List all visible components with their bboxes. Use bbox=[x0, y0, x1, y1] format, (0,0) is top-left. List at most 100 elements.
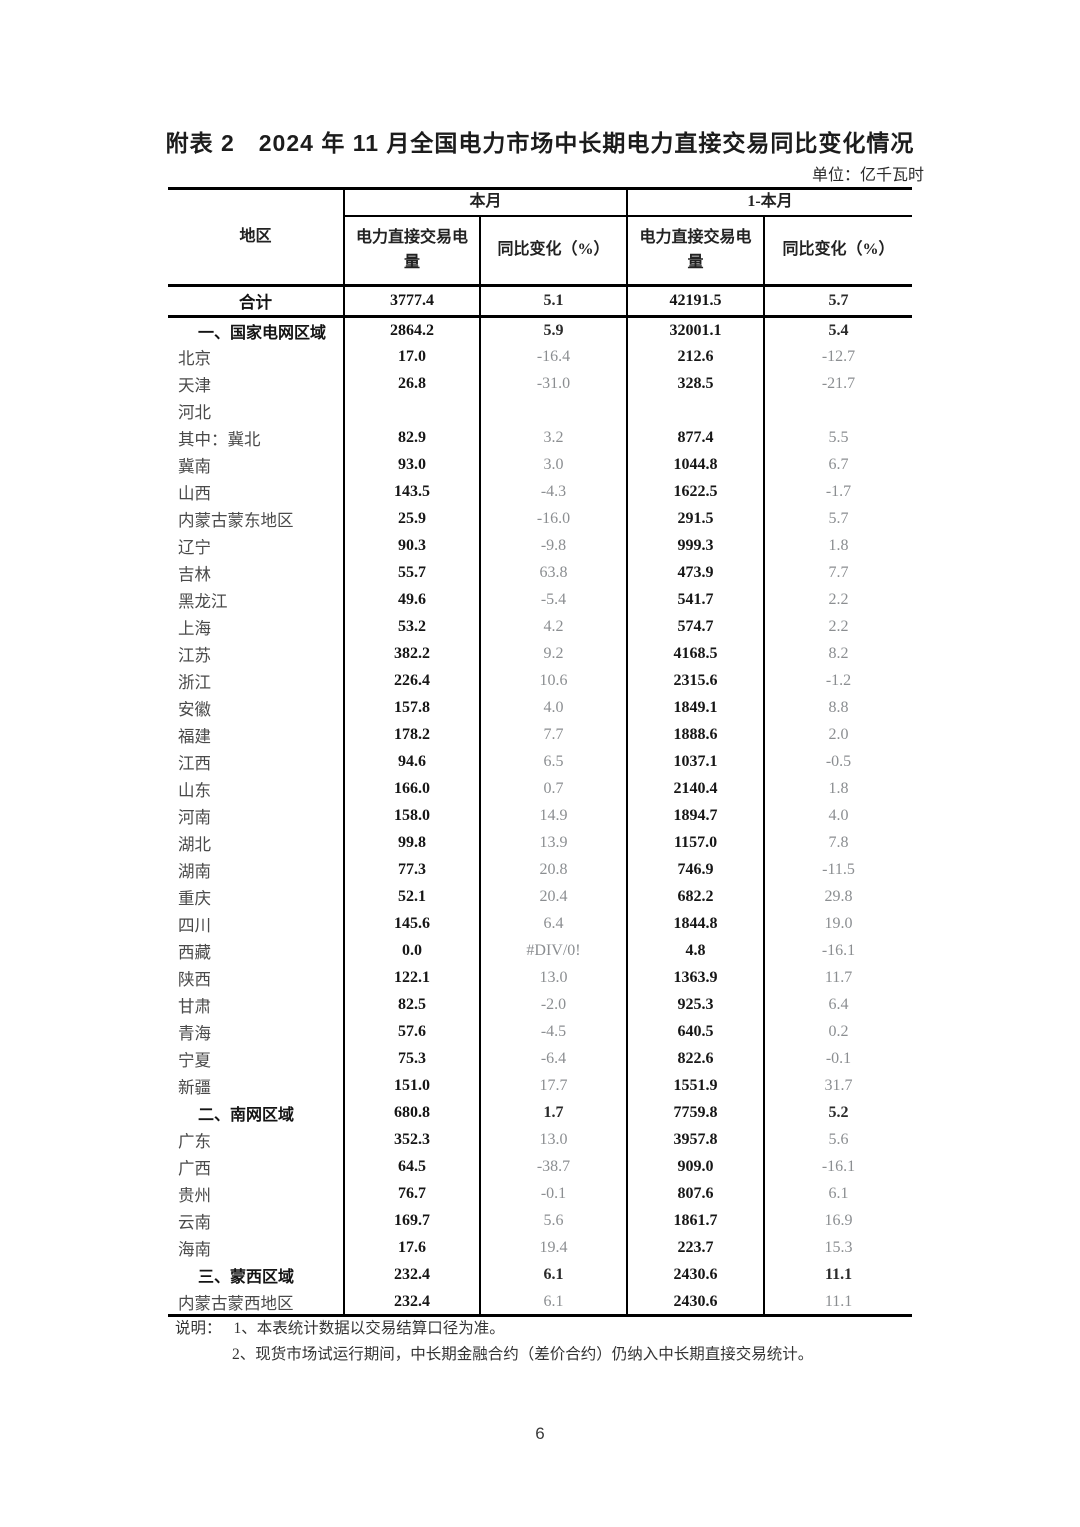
note-line-2: 2、现货市场试运行期间，中长期金融合约（差价合约）仍纳入中长期直接交易统计。 bbox=[232, 1342, 935, 1368]
table-row: 山东 166.0 0.7 2140.4 1.8 bbox=[168, 775, 913, 803]
region-cell: 甘肃 bbox=[178, 997, 211, 1017]
note-item-1: 1、本表统计数据以交易结算口径为准。 bbox=[233, 1320, 505, 1337]
region-cell: 山西 bbox=[178, 484, 211, 504]
region-cell: 内蒙古蒙西地区 bbox=[178, 1293, 294, 1313]
region-cell: 天津 bbox=[178, 376, 211, 396]
volume-cell: 166.0 bbox=[343, 775, 480, 803]
yoy-cell: 7.8 bbox=[763, 829, 913, 857]
volume-cell: 909.0 bbox=[626, 1153, 765, 1181]
region-cell: 陕西 bbox=[178, 970, 211, 990]
volume-cell: 2430.6 bbox=[626, 1261, 765, 1289]
yoy-cell: 20.4 bbox=[478, 883, 628, 911]
yoy-cell bbox=[763, 397, 913, 425]
region-cell: 江西 bbox=[178, 754, 211, 774]
volume-cell: 473.9 bbox=[626, 559, 765, 587]
yoy-cell: -0.1 bbox=[763, 1045, 913, 1073]
yoy-cell: #DIV/0! bbox=[478, 937, 628, 965]
yoy-cell: 11.1 bbox=[763, 1288, 913, 1316]
table-row: 安徽 157.8 4.0 1849.1 8.8 bbox=[168, 694, 913, 722]
volume-cell: 328.5 bbox=[626, 370, 765, 398]
volume-cell: 1551.9 bbox=[626, 1072, 765, 1100]
notes-label: 说明： bbox=[175, 1320, 222, 1337]
header-this-month: 本月 bbox=[342, 188, 628, 217]
yoy-cell: 20.8 bbox=[478, 856, 628, 884]
yoy-cell: 0.2 bbox=[763, 1018, 913, 1046]
yoy-cell: 16.9 bbox=[763, 1207, 913, 1235]
region-cell: 西藏 bbox=[178, 943, 211, 963]
volume-cell: 2430.6 bbox=[626, 1288, 765, 1316]
volume-cell: 925.3 bbox=[626, 991, 765, 1019]
volume-cell: 877.4 bbox=[626, 424, 765, 452]
volume-cell: 42191.5 bbox=[626, 285, 765, 319]
table-row: 新疆 151.0 17.7 1551.9 31.7 bbox=[168, 1072, 913, 1100]
yoy-cell: 5.4 bbox=[763, 316, 913, 344]
table-row: 辽宁 90.3 -9.8 999.3 1.8 bbox=[168, 532, 913, 560]
region-cell: 黑龙江 bbox=[178, 592, 228, 612]
volume-cell: 90.3 bbox=[343, 532, 480, 560]
yoy-cell bbox=[478, 397, 628, 425]
volume-cell: 223.7 bbox=[626, 1234, 765, 1262]
region-cell: 北京 bbox=[178, 349, 211, 369]
volume-cell: 232.4 bbox=[343, 1261, 480, 1289]
table-row: 陕西 122.1 13.0 1363.9 11.7 bbox=[168, 964, 913, 992]
yoy-cell: 11.7 bbox=[763, 964, 913, 992]
yoy-cell: 5.7 bbox=[763, 505, 913, 533]
table-row: 河南 158.0 14.9 1894.7 4.0 bbox=[168, 802, 913, 830]
yoy-cell: -4.5 bbox=[478, 1018, 628, 1046]
yoy-cell: -0.1 bbox=[478, 1180, 628, 1208]
yoy-cell: 5.9 bbox=[478, 316, 628, 344]
yoy-cell: 5.5 bbox=[763, 424, 913, 452]
volume-cell: 1622.5 bbox=[626, 478, 765, 506]
table-row: 湖南 77.3 20.8 746.9 -11.5 bbox=[168, 856, 913, 884]
table-row: 二、南网区域 680.8 1.7 7759.8 5.2 bbox=[168, 1099, 913, 1127]
yoy-cell: 31.7 bbox=[763, 1072, 913, 1100]
region-cell: 冀南 bbox=[178, 457, 211, 477]
header-yoy-cumulative: 同比变化（%） bbox=[763, 215, 913, 288]
yoy-cell: 0.7 bbox=[478, 775, 628, 803]
volume-cell: 746.9 bbox=[626, 856, 765, 884]
volume-cell: 680.8 bbox=[343, 1099, 480, 1127]
yoy-cell: -5.4 bbox=[478, 586, 628, 614]
table-row: 青海 57.6 -4.5 640.5 0.2 bbox=[168, 1018, 913, 1046]
yoy-cell: 5.6 bbox=[478, 1207, 628, 1235]
yoy-cell: 6.5 bbox=[478, 748, 628, 776]
yoy-cell: 6.4 bbox=[478, 910, 628, 938]
volume-cell: 1888.6 bbox=[626, 721, 765, 749]
yoy-cell: 63.8 bbox=[478, 559, 628, 587]
yoy-cell: 13.0 bbox=[478, 964, 628, 992]
region-cell: 河南 bbox=[178, 808, 211, 828]
yoy-cell: 1.8 bbox=[763, 775, 913, 803]
volume-cell: 682.2 bbox=[626, 883, 765, 911]
region-cell: 山东 bbox=[178, 781, 211, 801]
volume-cell: 75.3 bbox=[343, 1045, 480, 1073]
volume-cell: 49.6 bbox=[343, 586, 480, 614]
volume-cell: 99.8 bbox=[343, 829, 480, 857]
data-table-container: 地区 本月 1-本月 电力直接交易电量 同比变化（%） 电力直接交易电量 同比变… bbox=[168, 187, 913, 1318]
volume-cell: 82.9 bbox=[343, 424, 480, 452]
table-row: 黑龙江 49.6 -5.4 541.7 2.2 bbox=[168, 586, 913, 614]
yoy-cell: 3.0 bbox=[478, 451, 628, 479]
yoy-cell: 11.1 bbox=[763, 1261, 913, 1289]
volume-cell: 82.5 bbox=[343, 991, 480, 1019]
volume-cell: 26.8 bbox=[343, 370, 480, 398]
yoy-cell: 2.2 bbox=[763, 586, 913, 614]
volume-cell: 4168.5 bbox=[626, 640, 765, 668]
volume-cell: 55.7 bbox=[343, 559, 480, 587]
yoy-cell: -16.1 bbox=[763, 1153, 913, 1181]
volume-cell: 64.5 bbox=[343, 1153, 480, 1181]
yoy-cell: 5.1 bbox=[478, 285, 628, 319]
volume-cell: 4.8 bbox=[626, 937, 765, 965]
region-cell: 重庆 bbox=[178, 889, 211, 909]
yoy-cell: 4.2 bbox=[478, 613, 628, 641]
yoy-cell: 9.2 bbox=[478, 640, 628, 668]
yoy-cell: 29.8 bbox=[763, 883, 913, 911]
yoy-cell: 4.0 bbox=[478, 694, 628, 722]
yoy-cell: 5.6 bbox=[763, 1126, 913, 1154]
volume-cell: 1894.7 bbox=[626, 802, 765, 830]
table-row: 重庆 52.1 20.4 682.2 29.8 bbox=[168, 883, 913, 911]
yoy-cell: 4.0 bbox=[763, 802, 913, 830]
yoy-cell: -4.3 bbox=[478, 478, 628, 506]
region-cell: 辽宁 bbox=[178, 538, 211, 558]
volume-cell: 57.6 bbox=[343, 1018, 480, 1046]
